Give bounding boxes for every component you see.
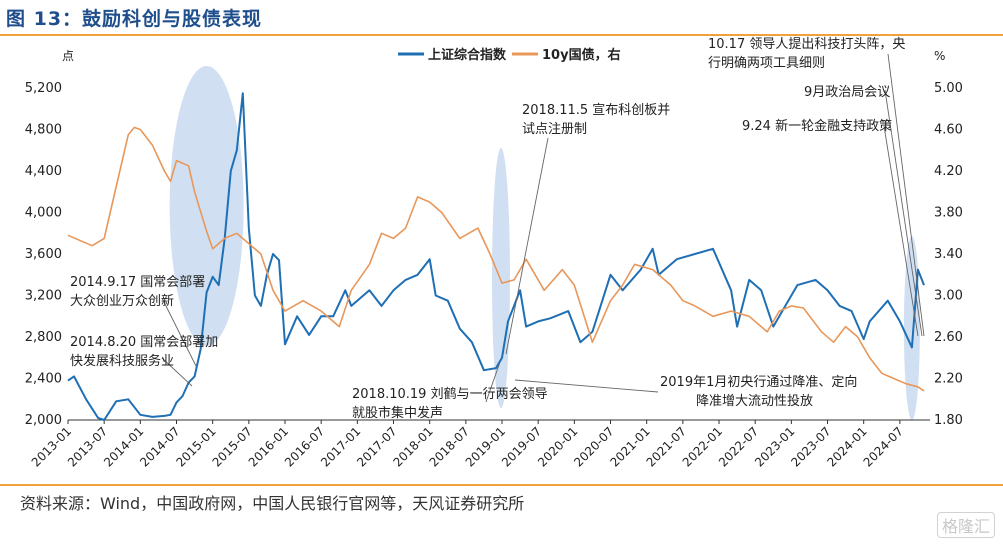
annotation-text: 10.17 领导人提出科技打头阵，央 [708, 36, 905, 52]
annotation-pointer [887, 53, 925, 337]
annotation-text: 大众创业万众创新 [70, 293, 174, 309]
annotation-text: 9月政治局会议 [804, 85, 890, 100]
x-tick-label: 2024-07 [861, 424, 906, 469]
top-rule [0, 34, 1003, 36]
annotation-pointer [883, 125, 919, 337]
left-tick-label: 4,800 [25, 123, 62, 138]
right-tick-label: 3.00 [934, 289, 963, 304]
annotation-pointer [161, 357, 193, 387]
right-tick-label: 4.20 [934, 164, 963, 179]
annotation-text: 2019年1月初央行通过降准、定向 [660, 374, 857, 390]
legend-label-stock: 上证综合指数 [428, 47, 507, 63]
highlight-ellipse-2018 [491, 148, 510, 408]
annotation-text: 试点注册制 [522, 122, 587, 137]
annotation-text: 降准增大流动性投放 [696, 393, 813, 409]
highlight-ellipse-2014 [169, 66, 244, 346]
annotation-text: 就股市集中发声 [352, 405, 443, 421]
legend-label-bond: 10y国债，右 [542, 47, 621, 63]
figure-title: 图 13：鼓励科创与股债表现 [6, 8, 263, 30]
left-tick-label: 4,000 [25, 206, 62, 221]
left-tick-label: 3,600 [25, 247, 62, 262]
right-tick-label: 2.20 [934, 372, 963, 387]
source-note: 资料来源：Wind，中国政府网，中国人民银行官网等，天风证券研究所 [20, 494, 525, 513]
bottom-rule [0, 484, 1003, 486]
left-tick-label: 3,200 [25, 289, 62, 304]
left-tick-label: 4,400 [25, 164, 62, 179]
annotation-text: 9.24 新一轮金融支持政策 [742, 118, 892, 134]
right-tick-label: 5.00 [934, 81, 963, 96]
annotation-text: 行明确两项工具细则 [708, 56, 825, 71]
annotation-text: 快发展科技服务业 [70, 353, 174, 369]
right-tick-label: 1.80 [934, 413, 963, 428]
annotation-pointer [505, 137, 549, 355]
annotation-pointer [884, 89, 923, 337]
annotation-pointer [485, 361, 501, 403]
right-tick-label: 2.60 [934, 330, 963, 345]
left-tick-label: 5,200 [25, 81, 62, 96]
right-tick-label: 3.40 [934, 247, 963, 262]
right-tick-label: 4.60 [934, 123, 963, 138]
left-tick-label: 2,000 [25, 413, 62, 428]
annotation-text: 2018.10.19 刘鹤与一行两会领导 [352, 386, 548, 402]
annotation-text: 2014.9.17 国常会部署 [70, 275, 205, 290]
annotation-pointer [514, 379, 659, 393]
left-tick-label: 2,800 [25, 330, 62, 345]
series-line-stock-index [67, 92, 925, 421]
annotation-text: 2014.8.20 国常会部署加 [70, 335, 218, 350]
chart-canvas: 2,000 2,400 2,800 3,200 3,600 4,000 4,400 4,800… [25, 36, 963, 470]
right-tick-label: 3.80 [934, 206, 963, 221]
right-unit-label: % [934, 49, 945, 63]
series-line-10y-bond [67, 126, 925, 392]
left-unit-label: 点 [62, 49, 74, 63]
annotation-text: 2018.11.5 宣布科创板并 [522, 102, 670, 118]
left-tick-label: 2,400 [25, 372, 62, 387]
watermark-logo: 格隆汇 [936, 512, 995, 538]
annotation-pointer [161, 297, 197, 367]
highlight-ellipse-2024 [903, 236, 920, 420]
